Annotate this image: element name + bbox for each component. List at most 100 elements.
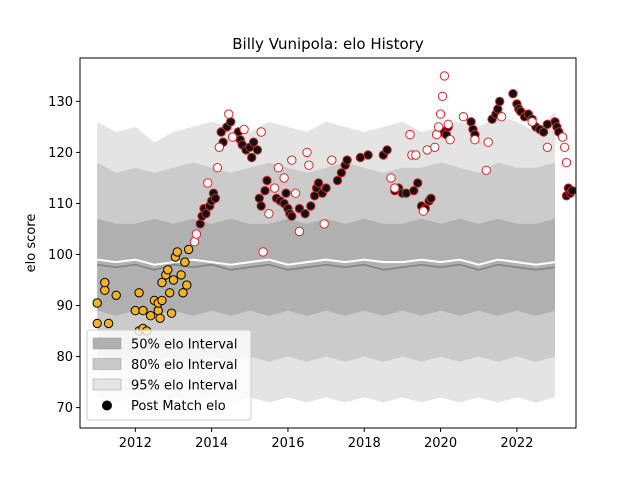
- x-tick-label: 2016: [271, 436, 304, 451]
- legend-label: 95% elo Interval: [131, 379, 238, 394]
- data-point-open: [437, 91, 448, 102]
- y-tick-label: 100: [48, 248, 73, 263]
- x-axis: 2012 2014 2016 2018 2020 2022: [119, 428, 533, 451]
- data-point-filled: [262, 175, 272, 186]
- data-point-filled: [413, 178, 423, 188]
- data-point-open: [527, 117, 537, 127]
- data-point-open: [458, 112, 469, 122]
- data-point-open: [390, 183, 400, 193]
- data-point-early: [134, 288, 144, 298]
- y-tick-label: 90: [56, 299, 73, 314]
- data-point-filled: [382, 145, 392, 155]
- data-point-early: [165, 288, 175, 298]
- x-tick-label: 2020: [424, 436, 457, 451]
- data-point-early: [130, 305, 141, 316]
- data-point-filled: [226, 117, 236, 127]
- data-point-early: [92, 318, 102, 329]
- plot-frame: [79, 57, 577, 429]
- data-point-open: [224, 109, 234, 119]
- data-point-early: [92, 298, 102, 308]
- data-point-open: [304, 160, 314, 170]
- data-point-open: [290, 188, 301, 198]
- x-tick-label: 2018: [348, 436, 381, 451]
- data-point-filled: [252, 145, 263, 155]
- legend-label: 80% elo Interval: [131, 358, 238, 373]
- data-point-open: [264, 209, 274, 219]
- data-point-filled: [300, 209, 310, 219]
- legend-label: Post Match elo: [131, 399, 226, 414]
- y-tick-label: 110: [48, 197, 73, 212]
- data-point-filled: [247, 152, 257, 163]
- data-point-early: [157, 295, 167, 306]
- data-point-early: [176, 270, 186, 280]
- data-point-filled: [567, 186, 576, 196]
- data-point-open: [203, 178, 213, 188]
- legend-swatch: [92, 378, 122, 391]
- data-point-early: [111, 290, 121, 300]
- x-tick-label: 2012: [119, 436, 152, 451]
- median-line: [97, 263, 556, 271]
- data-point-open: [214, 142, 225, 153]
- data-point-open: [279, 173, 289, 183]
- data-point-filled: [281, 188, 291, 198]
- center-lines: [97, 258, 556, 271]
- data-point-open: [294, 226, 305, 237]
- data-point-open: [445, 135, 455, 145]
- data-point-filled: [201, 209, 211, 219]
- data-point-open: [430, 142, 440, 153]
- data-point-open: [258, 247, 268, 257]
- data-point-filled: [287, 211, 297, 221]
- data-point-early: [103, 318, 114, 329]
- data-point-early: [182, 280, 192, 290]
- x-tick-label: 2014: [195, 436, 228, 451]
- data-point-open: [483, 137, 493, 147]
- data-point-open: [411, 150, 421, 160]
- data-point-open: [470, 135, 480, 145]
- data-point-filled: [355, 152, 366, 163]
- data-point-open: [435, 109, 446, 119]
- data-point-open: [269, 183, 280, 193]
- data-point-early: [163, 265, 173, 275]
- data-point-filled: [493, 104, 503, 114]
- data-point-open: [327, 155, 337, 165]
- band-50: [97, 218, 555, 316]
- data-point-filled: [313, 178, 324, 188]
- data-point-early: [100, 277, 110, 288]
- data-point-filled: [254, 193, 264, 204]
- y-tick-label: 80: [56, 350, 73, 365]
- data-point-early: [166, 308, 177, 318]
- y-axis-label: elo score: [24, 214, 39, 273]
- data-point-open: [439, 71, 450, 81]
- data-point-filled: [321, 183, 331, 193]
- data-point-early: [168, 275, 179, 285]
- legend: 50% elo Interval 80% elo Interval 95% elo …: [86, 329, 252, 421]
- data-point-early: [138, 305, 148, 316]
- data-point-filled: [248, 137, 259, 147]
- y-axis: 70 80 90 100 110 120 130: [48, 95, 80, 416]
- data-point-filled: [426, 193, 436, 204]
- data-point-filled: [195, 219, 205, 229]
- data-point-open: [239, 124, 249, 135]
- x-tick-label: 2022: [500, 436, 533, 451]
- data-point-open: [559, 142, 570, 153]
- data-point-open: [256, 127, 266, 137]
- data-point-early: [145, 311, 156, 321]
- data-point-filled: [508, 89, 518, 99]
- data-point-early: [155, 313, 165, 323]
- data-point-open: [432, 129, 442, 140]
- data-point-early: [178, 288, 188, 298]
- data-point-early: [172, 247, 183, 257]
- legend-swatch: [92, 358, 122, 370]
- data-point-filled: [332, 175, 343, 186]
- data-point-open: [386, 173, 396, 183]
- data-point-open: [418, 206, 429, 216]
- data-point-early: [184, 244, 194, 255]
- data-point-open: [443, 119, 453, 130]
- legend-marker: [102, 400, 112, 411]
- data-point-filled: [260, 186, 270, 196]
- data-point-filled: [538, 127, 549, 137]
- data-point-filled: [256, 201, 266, 211]
- post-match-points: [92, 71, 576, 336]
- y-tick-label: 70: [56, 401, 73, 416]
